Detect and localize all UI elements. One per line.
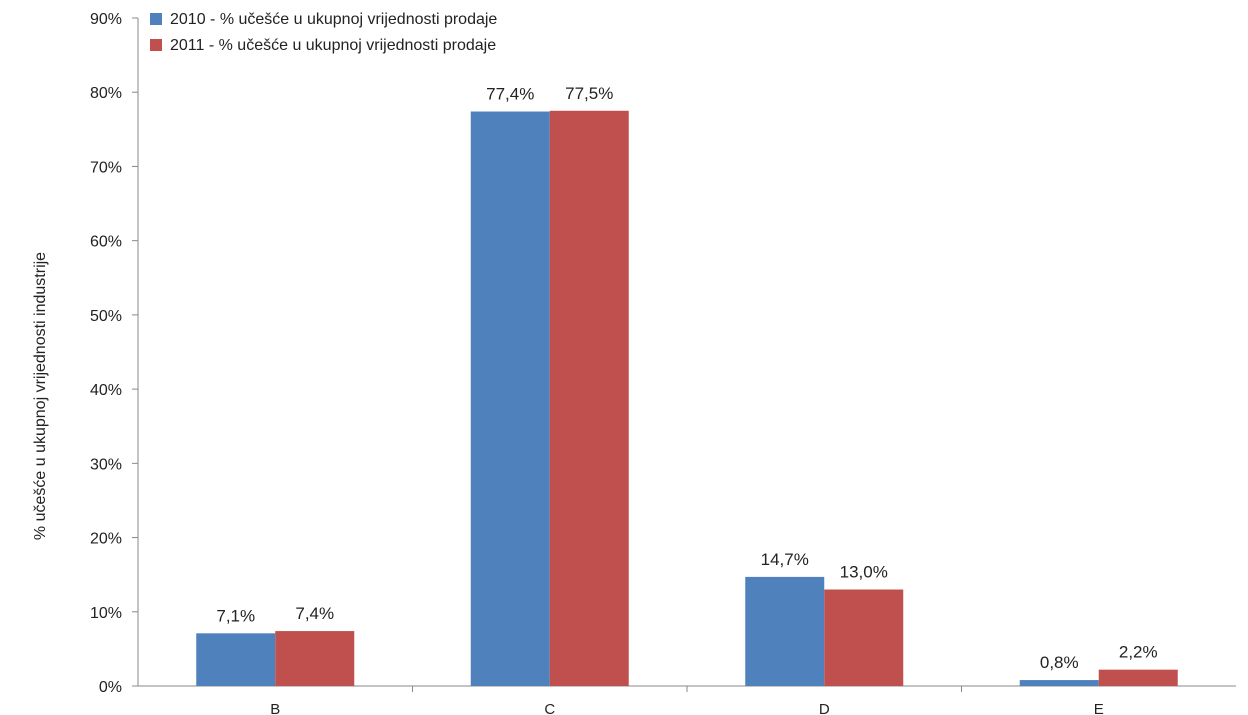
data-label: 77,5%: [565, 84, 613, 103]
data-label: 13,0%: [840, 563, 888, 582]
bar-2010: [1019, 680, 1099, 686]
x-category-label: B: [270, 701, 280, 715]
x-category-label: C: [544, 701, 555, 715]
data-label: 77,4%: [486, 85, 534, 104]
y-tick-label: 30%: [90, 456, 122, 473]
bar-2010: [196, 633, 276, 686]
legend-swatch: [150, 13, 162, 25]
bar-2011: [1098, 669, 1178, 686]
data-label: 7,4%: [295, 604, 334, 623]
bar-2011: [824, 589, 904, 686]
x-category-label: E: [1094, 701, 1104, 715]
bar-2011: [549, 110, 629, 687]
data-label: 0,8%: [1040, 653, 1079, 672]
y-tick-label: 10%: [90, 605, 122, 622]
legend-label: 2010 - % učešće u ukupnoj vrijednosti pr…: [170, 11, 497, 28]
bar-2010: [470, 111, 550, 686]
data-label: 14,7%: [761, 550, 809, 569]
y-tick-label: 0%: [99, 679, 122, 696]
y-tick-label: 80%: [90, 85, 122, 102]
y-tick-label: 50%: [90, 308, 122, 325]
legend: 2010 - % učešće u ukupnoj vrijednosti pr…: [150, 11, 497, 54]
data-label: 7,1%: [216, 606, 255, 625]
y-tick-label: 90%: [90, 11, 122, 28]
data-label: 2,2%: [1119, 643, 1158, 662]
axes: 0% 10% 20% 30% 40% 50% 60% 70% 80% 90% B C D E: [90, 11, 1236, 715]
y-tick-label: 70%: [90, 159, 122, 176]
legend-label: 2011 - % učešće u ukupnoj vrijednosti pr…: [170, 37, 496, 54]
y-tick-label: 20%: [90, 531, 122, 548]
x-category-label: D: [819, 701, 830, 715]
y-axis-title: % učešće u ukupnoj vrijednosti industrij…: [32, 252, 49, 540]
y-tick-label: 40%: [90, 382, 122, 399]
bar-2010: [745, 576, 825, 686]
bars-group: 7,1% 7,4% 77,4% 77,5% 14,7% 13,0% 0,8% 2,2%: [196, 84, 1178, 687]
legend-swatch: [150, 39, 162, 51]
y-tick-label: 60%: [90, 234, 122, 251]
bar-2011: [275, 631, 355, 686]
